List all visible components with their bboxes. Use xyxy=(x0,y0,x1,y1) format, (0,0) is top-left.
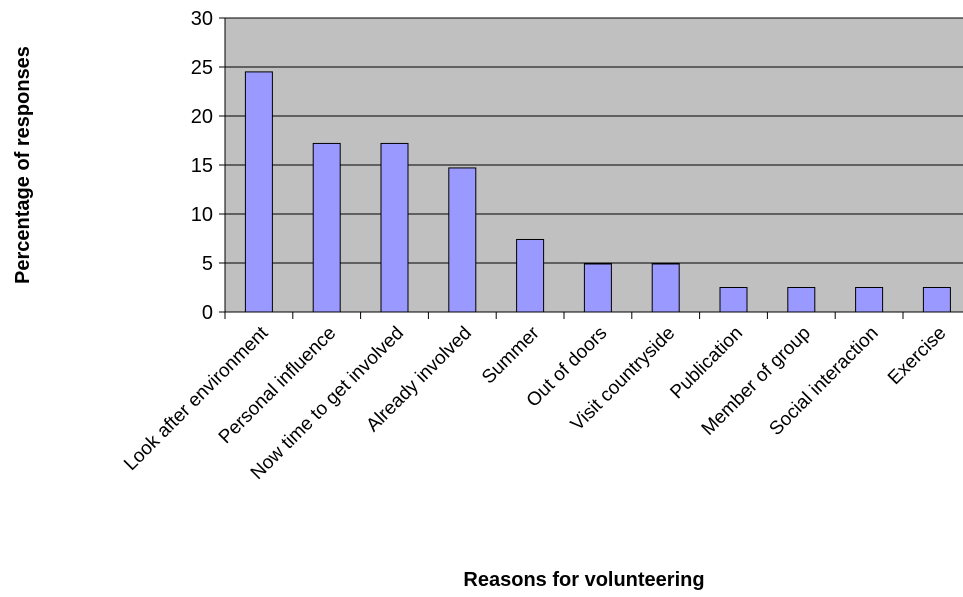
bar xyxy=(719,287,748,313)
x-axis-title: Reasons for volunteering xyxy=(463,569,704,591)
bar xyxy=(312,142,341,313)
y-tick-label: 25 xyxy=(191,57,213,79)
bar xyxy=(787,287,816,313)
y-tick-labels: 0 5 10 15 20 25 30 xyxy=(191,8,213,324)
bar xyxy=(516,238,545,313)
bar xyxy=(380,142,409,313)
y-tick-label: 10 xyxy=(191,204,213,226)
y-axis-title: Percentage of responses xyxy=(12,46,34,284)
y-tick-label: 20 xyxy=(191,106,213,128)
y-tick-label: 30 xyxy=(191,8,213,30)
axes xyxy=(219,17,963,319)
bar xyxy=(922,287,951,313)
bar xyxy=(583,263,612,313)
bar xyxy=(448,167,477,313)
y-tick-label: 0 xyxy=(202,302,213,324)
y-tick-label: 5 xyxy=(202,253,213,275)
bar xyxy=(855,287,884,313)
x-tick-label: Summer xyxy=(478,322,544,388)
gridlines xyxy=(225,17,963,264)
bar xyxy=(651,263,680,313)
x-tick-label: Exercise xyxy=(884,323,950,389)
y-tick-label: 15 xyxy=(191,155,213,177)
x-tick-label: Personal influence xyxy=(215,323,340,448)
bar xyxy=(244,71,273,313)
